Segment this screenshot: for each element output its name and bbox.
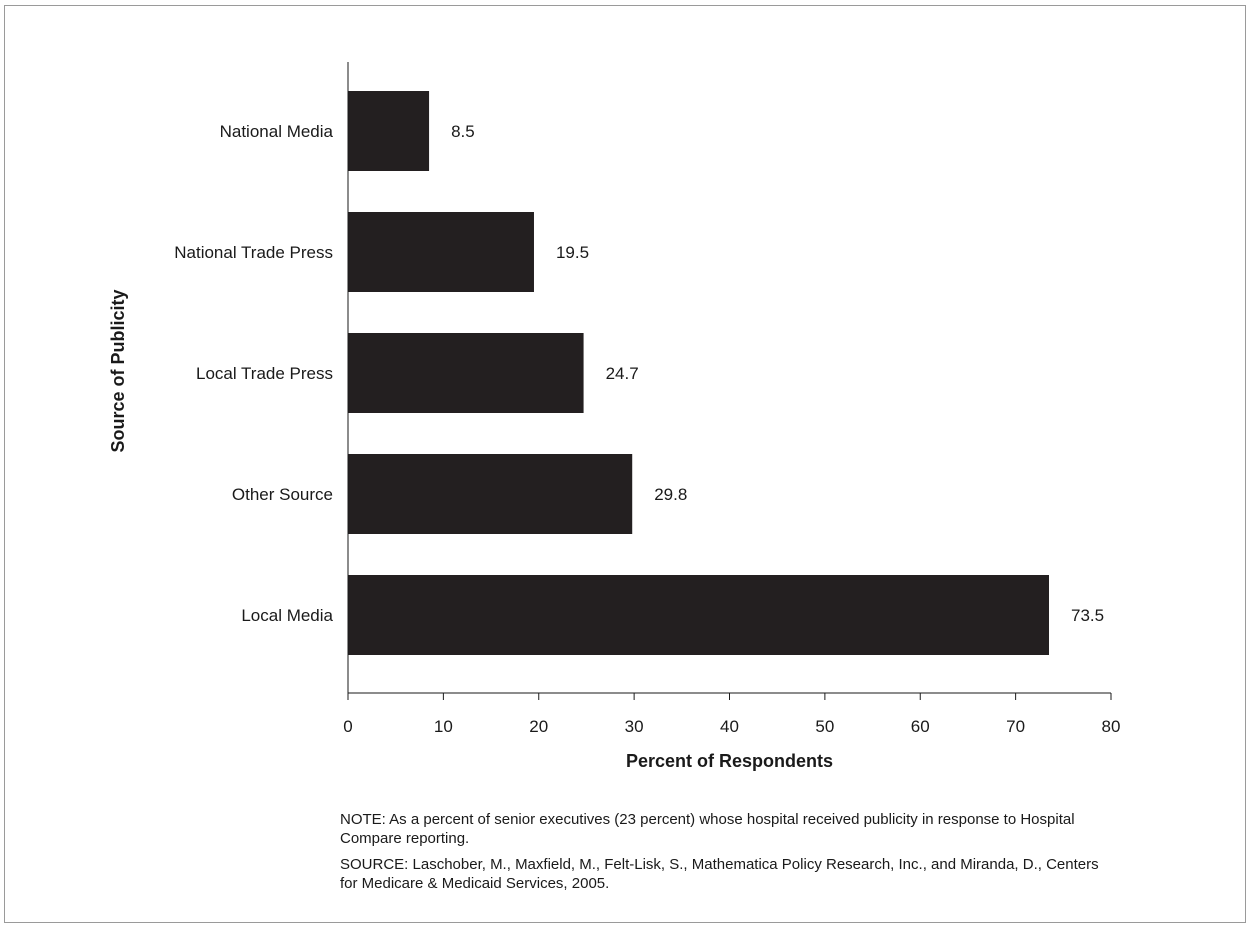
category-label-national-media: National Media: [220, 122, 334, 141]
x-tick-label-80: 80: [1102, 717, 1121, 736]
y-axis-title: Source of Publicity: [108, 289, 128, 452]
x-tick-label-40: 40: [720, 717, 739, 736]
note-text: NOTE: As a percent of senior executives …: [340, 811, 1075, 847]
figure-notes: NOTE: As a percent of senior executives …: [340, 810, 1120, 900]
data-label-national-trade-press: 19.5: [556, 243, 589, 262]
data-label-national-media: 8.5: [451, 122, 475, 141]
source-text: SOURCE: Laschober, M., Maxfield, M., Fel…: [340, 856, 1099, 892]
x-tick-label-0: 0: [343, 717, 352, 736]
bars-layer: [348, 91, 1050, 655]
data-label-local-trade-press: 24.7: [606, 364, 639, 383]
bar-other-source: [348, 454, 633, 534]
bar-national-media: [348, 91, 430, 171]
bar-local-media: [348, 575, 1050, 655]
x-tick-label-30: 30: [625, 717, 644, 736]
data-label-local-media: 73.5: [1071, 606, 1104, 625]
category-label-local-media: Local Media: [241, 606, 333, 625]
x-tick-label-20: 20: [529, 717, 548, 736]
x-tick-label-70: 70: [1006, 717, 1025, 736]
x-tick-label-10: 10: [434, 717, 453, 736]
category-labels-layer: National Media National Trade Press Local …: [174, 122, 333, 625]
category-label-national-trade-press: National Trade Press: [174, 243, 333, 262]
x-ticks-layer: 0 10 20 30 40 50 60 70 80: [343, 693, 1120, 736]
bar-local-trade-press: [348, 333, 584, 413]
data-labels-layer: 8.5 19.5 24.7 29.8 73.5: [451, 122, 1104, 625]
data-label-other-source: 29.8: [654, 485, 687, 504]
x-tick-label-60: 60: [911, 717, 930, 736]
category-label-other-source: Other Source: [232, 485, 333, 504]
category-label-local-trade-press: Local Trade Press: [196, 364, 333, 383]
bar-chart: 8.519.524.729.873.5 National MediaNation…: [108, 62, 1120, 771]
bar-national-trade-press: [348, 212, 534, 292]
figure-frame: [4, 5, 1246, 923]
x-axis-title: Percent of Respondents: [626, 751, 833, 771]
x-tick-label-50: 50: [815, 717, 834, 736]
